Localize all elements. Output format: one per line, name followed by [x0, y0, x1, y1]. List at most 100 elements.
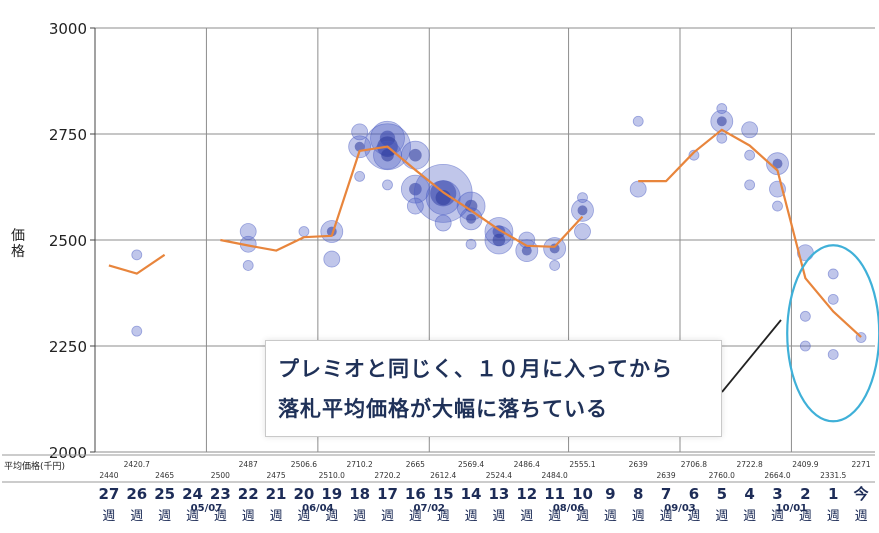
table-value: 2722.8	[737, 460, 763, 469]
series-line	[638, 128, 862, 338]
bubble-point	[688, 149, 700, 161]
y-tick-label: 2500	[49, 232, 87, 250]
bubble-point	[574, 223, 591, 240]
x-tick-label: 20	[293, 485, 314, 503]
series-line	[108, 253, 166, 275]
highlight-ellipse	[786, 244, 879, 423]
x-tick-unit: 週	[715, 509, 728, 524]
x-tick-label: 24	[182, 485, 203, 503]
bubble-point	[827, 268, 839, 280]
x-tick-unit: 週	[102, 509, 115, 524]
x-tick-unit: 週	[297, 509, 310, 524]
bubble-core	[466, 213, 477, 224]
average-price-table: 平均価格(千円) 2440 2420.7 2465 2500 2487 2475 2506.6…	[2, 454, 875, 483]
bubble-point	[772, 200, 783, 212]
x-tick-unit: 週	[158, 509, 171, 524]
x-tick-unit: 週	[409, 509, 422, 524]
table-value: 2720.2	[374, 471, 400, 480]
x-tick-label: 19	[321, 485, 342, 503]
bubble-core	[577, 205, 588, 216]
table-value: 2639	[657, 471, 676, 480]
x-tick-label: 4	[744, 485, 754, 503]
x-tick-label: 11	[544, 485, 565, 503]
x-tick-label: 6	[689, 485, 699, 503]
table-value: 2475	[267, 471, 286, 480]
bubble-point	[131, 249, 143, 261]
x-tick-unit: 週	[604, 509, 617, 524]
table-value: 2440	[99, 471, 118, 480]
x-tick-label: 2	[800, 485, 810, 503]
y-tick-label: 2250	[49, 338, 87, 356]
table-value: 2484.0	[542, 471, 568, 480]
bubble-core	[772, 158, 783, 169]
y-axis-label-char: 格	[11, 244, 25, 260]
table-value: 2420.7	[124, 460, 150, 469]
month-label: 10/01	[776, 503, 808, 514]
series-line	[220, 145, 584, 252]
x-tick-unit: 週	[381, 509, 394, 524]
x-tick-unit: 週	[520, 509, 533, 524]
x-tick-label: 3	[772, 485, 782, 503]
x-tick-unit: 週	[270, 509, 283, 524]
table-value: 2506.6	[291, 460, 317, 469]
table-value: 2500	[211, 471, 230, 480]
bubble-point	[131, 325, 143, 337]
bubble-point	[549, 260, 561, 271]
bubble-point	[577, 192, 588, 204]
bubble-point	[354, 170, 366, 182]
x-tick-label: 5	[717, 485, 727, 503]
bubble-core	[409, 148, 422, 162]
x-tick-label: 23	[210, 485, 231, 503]
table-value: 2555.1	[569, 460, 595, 469]
x-tick-label: 15	[433, 485, 454, 503]
bubble-point	[716, 103, 728, 114]
x-tick-label: 14	[461, 485, 482, 503]
x-tick-unit: 週	[632, 509, 645, 524]
table-value: 2331.5	[820, 471, 846, 480]
bubble-point	[744, 149, 756, 161]
table-value: 2524.4	[486, 471, 512, 480]
bubble-point	[827, 349, 839, 360]
x-tick-unit: 週	[492, 509, 505, 524]
annotation-box: プレミオと同じく、１０月に入ってから 落札平均価格が大幅に落ちている	[265, 340, 722, 437]
x-tick-label: 22	[238, 485, 259, 503]
x-tick-unit: 週	[827, 509, 840, 524]
table-value: 2710.2	[347, 460, 373, 469]
month-label: 09/03	[664, 503, 696, 514]
x-tick-unit: 週	[242, 509, 255, 524]
x-tick-unit: 週	[325, 509, 338, 524]
bubble-point	[632, 115, 644, 127]
x-tick-unit: 週	[130, 509, 143, 524]
bubble-layer	[131, 103, 867, 360]
x-tick-label: 10	[572, 485, 593, 503]
table-row-label: 平均価格(千円)	[4, 460, 65, 472]
annotation-line-1: プレミオと同じく、１０月に入ってから	[278, 357, 673, 381]
month-label: 08/06	[553, 503, 585, 514]
bubble-point	[744, 179, 756, 191]
x-tick-label: 1	[828, 485, 838, 503]
bubble-point	[434, 214, 452, 232]
bubble-point	[239, 223, 257, 240]
month-label: 07/02	[414, 503, 446, 514]
bubble-core	[716, 116, 727, 127]
bubble-point	[242, 260, 254, 271]
x-tick-unit: 週	[743, 509, 756, 524]
x-tick-label: 17	[377, 485, 398, 503]
bubble-point	[799, 340, 811, 352]
x-tick-unit: 週	[437, 509, 450, 524]
table-value: 2465	[155, 471, 174, 480]
y-tick-label: 2000	[49, 444, 87, 462]
table-value: 2486.4	[514, 460, 540, 469]
x-tick-unit: 週	[548, 509, 561, 524]
x-tick-label: 今	[853, 485, 869, 503]
bubble-point	[741, 121, 759, 139]
x-tick-label: 13	[488, 485, 509, 503]
x-tick-unit: 週	[353, 509, 366, 524]
x-tick-label: 8	[633, 485, 643, 503]
x-tick-label: 7	[661, 485, 671, 503]
bubble-core	[521, 245, 532, 256]
x-tick-unit: 週	[186, 509, 199, 524]
x-tick-unit: 週	[799, 509, 812, 524]
x-tick-unit: 週	[771, 509, 784, 524]
